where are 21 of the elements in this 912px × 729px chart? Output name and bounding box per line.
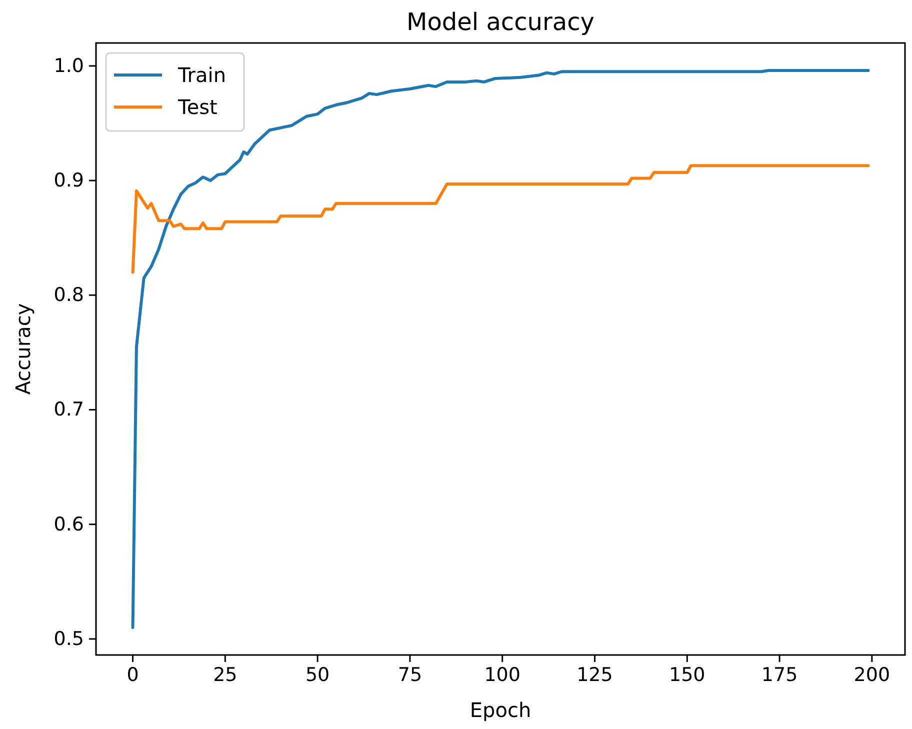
legend-label: Test <box>177 95 218 119</box>
y-tick-label: 0.9 <box>54 170 84 192</box>
x-tick-label: 150 <box>669 664 706 686</box>
x-tick-label: 50 <box>305 664 330 686</box>
y-tick-label: 0.7 <box>54 398 84 421</box>
x-tick-label: 100 <box>484 664 520 686</box>
x-tick-label: 75 <box>398 664 422 686</box>
x-tick-label: 200 <box>854 664 890 686</box>
y-tick-label: 0.8 <box>54 284 84 306</box>
line-series <box>131 164 870 274</box>
x-tick-label: 0 <box>126 664 139 686</box>
y-tick-label: 0.5 <box>54 628 84 650</box>
x-tick-label: 125 <box>576 664 613 686</box>
y-tick-label: 0.6 <box>54 513 84 536</box>
x-tick-label: 25 <box>213 664 238 686</box>
chart-title: Model accuracy <box>406 8 594 36</box>
x-axis-title: Epoch <box>470 698 532 722</box>
x-tick-label: 175 <box>761 664 798 686</box>
legend-label: Train <box>177 63 226 87</box>
y-axis-title: Accuracy <box>11 303 35 395</box>
y-tick-label: 1.0 <box>54 54 84 77</box>
